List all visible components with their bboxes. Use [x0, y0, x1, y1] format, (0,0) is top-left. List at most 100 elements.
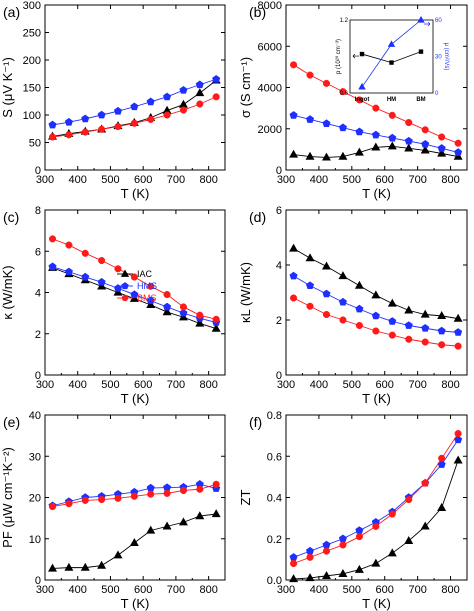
data-point-hms: [146, 483, 155, 492]
x-tick-label: 500: [343, 379, 361, 391]
data-point-iac: [97, 560, 107, 569]
data-point-bms: [372, 104, 380, 112]
data-point-iac: [64, 562, 74, 571]
data-point-bms: [355, 533, 363, 541]
data-point-bms: [355, 321, 363, 330]
y-axis-label: κL (W/mK): [238, 262, 253, 323]
y-tick-label: 0: [35, 165, 41, 177]
data-point-iac: [354, 280, 364, 289]
data-point-hms: [404, 136, 413, 145]
data-point-bms: [81, 496, 89, 504]
data-point-hms: [48, 262, 57, 271]
y-tick-label: 2: [276, 315, 282, 327]
data-point-hms: [130, 102, 139, 111]
data-point-bms: [196, 311, 204, 319]
x-tick-label: 800: [199, 174, 217, 186]
data-point-bms: [421, 479, 429, 487]
inset-right-tick-label: 30: [435, 55, 442, 61]
data-point-hms: [388, 317, 397, 325]
inset-right-point: [417, 15, 425, 23]
data-point-bms: [212, 480, 220, 488]
data-point-iac: [162, 307, 172, 316]
data-point-iac: [420, 145, 430, 154]
x-axis-label: T (K): [121, 596, 150, 611]
data-point-bms: [355, 96, 363, 104]
data-point-iac: [211, 509, 221, 518]
data-point-hms: [322, 540, 331, 549]
data-point-hms: [454, 328, 463, 336]
x-tick-label: 800: [441, 379, 459, 391]
data-point-bms: [212, 315, 220, 323]
data-point-hms: [81, 272, 90, 281]
x-tick-label: 700: [408, 174, 426, 186]
data-point-hms: [388, 133, 397, 142]
y-axis-label: PF (μW cm⁻¹K⁻²): [0, 447, 15, 548]
data-point-bms: [388, 331, 396, 339]
data-point-hms: [454, 148, 463, 156]
series-line-bms: [293, 433, 459, 564]
data-point-iac: [453, 455, 463, 464]
data-point-hms: [371, 311, 380, 320]
data-point-bms: [163, 489, 171, 497]
data-point-bms: [290, 61, 298, 69]
data-point-hms: [305, 115, 315, 123]
panel-label: (b): [249, 4, 266, 20]
data-point-bms: [405, 335, 413, 343]
data-point-bms: [179, 106, 187, 114]
data-point-iac: [178, 99, 188, 108]
chart-panel-1: 300 400 500 600 700 800 0 50 100 150 200 250 300 T (K…: [0, 0, 226, 201]
data-point-iac: [404, 143, 414, 152]
data-point-hms: [322, 119, 331, 128]
y-tick-label: 2: [35, 329, 41, 341]
x-tick-label: 700: [167, 584, 185, 596]
inset-left-tick-label: 1.2: [340, 18, 349, 24]
y-tick-label: 2000: [258, 124, 282, 136]
y-tick-label: 8000: [258, 0, 282, 12]
inset-left-point: [359, 51, 365, 57]
y-tick-label: 8: [35, 205, 41, 217]
data-point-iac: [289, 574, 299, 583]
y-tick-label: 10: [29, 534, 41, 546]
data-point-hms: [179, 308, 188, 317]
data-point-iac: [146, 525, 156, 534]
y-tick-label: 4: [35, 288, 41, 300]
y-tick-label: 0.4: [267, 493, 282, 505]
data-point-bms: [372, 327, 380, 335]
data-point-hms: [179, 86, 188, 94]
data-point-iac: [338, 151, 348, 160]
x-tick-label: 500: [101, 584, 119, 596]
data-point-hms: [404, 321, 413, 329]
x-tick-label: 300: [277, 379, 295, 391]
x-tick-label: 800: [199, 584, 217, 596]
legend-marker: [120, 269, 130, 277]
y-tick-label: 0: [276, 165, 282, 177]
data-point-iac: [162, 521, 172, 530]
data-point-bms: [339, 88, 347, 96]
inset-left-point: [389, 60, 394, 65]
x-tick-label: 400: [69, 584, 87, 596]
data-point-hms: [338, 123, 347, 132]
y-tick-label: 300: [23, 0, 41, 12]
x-tick-label: 800: [441, 584, 459, 596]
y-axis-label: ZT: [238, 490, 253, 506]
data-point-iac: [371, 558, 381, 567]
data-point-bms: [179, 486, 187, 495]
series-line-bms: [293, 297, 459, 347]
data-point-bms: [421, 126, 429, 134]
data-point-hms: [113, 106, 123, 115]
data-point-iac: [305, 151, 315, 160]
x-tick-label: 600: [376, 379, 394, 391]
data-point-iac: [178, 517, 188, 526]
inset-right-tick-label: 0: [435, 91, 439, 97]
data-point-hms: [421, 139, 430, 148]
data-point-iac: [321, 571, 331, 580]
series-line-iac: [293, 248, 459, 320]
data-point-hms: [289, 271, 298, 280]
data-point-iac: [305, 573, 315, 582]
data-point-iac: [354, 564, 364, 573]
data-point-bms: [306, 71, 314, 79]
data-point-hms: [97, 110, 106, 119]
data-point-bms: [290, 559, 298, 568]
data-point-hms: [355, 526, 364, 534]
plot-frame: [285, 209, 468, 376]
